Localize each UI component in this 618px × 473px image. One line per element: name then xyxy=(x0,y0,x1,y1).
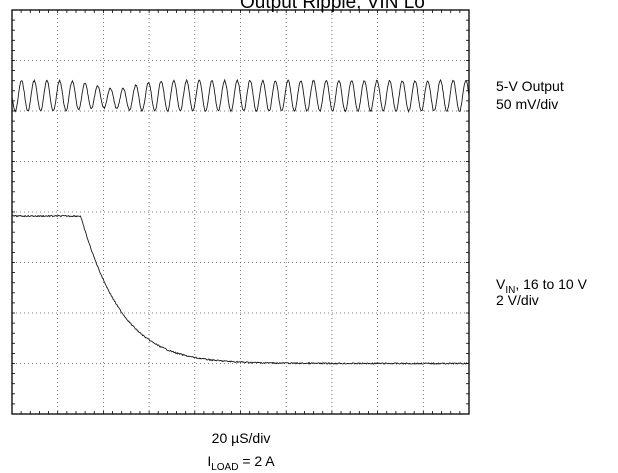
output-series-scale: 50 mV/div xyxy=(496,96,558,112)
vin-series-scale: 2 V/div xyxy=(496,292,539,308)
load-label-sub: LOAD xyxy=(211,462,238,473)
vin-name-rest: , 16 to 10 V xyxy=(515,276,587,292)
vin-step-trace xyxy=(11,214,470,365)
plot-frame xyxy=(11,9,470,415)
load-label-value: = 2 A xyxy=(238,453,275,469)
vin-series-name: VIN, 16 to 10 V xyxy=(496,276,588,296)
output-ripple-trace xyxy=(11,78,470,113)
vin-name-main: V xyxy=(496,276,506,292)
load-condition-label: ILOAD = 2 A xyxy=(207,453,275,473)
vin-name-sub: IN xyxy=(505,285,515,296)
load-label-main: I xyxy=(207,453,211,469)
time-scale-label: 20 µS/div xyxy=(212,430,271,446)
output-series-name: 5-V Output xyxy=(496,78,564,94)
scope-grid xyxy=(11,9,470,415)
